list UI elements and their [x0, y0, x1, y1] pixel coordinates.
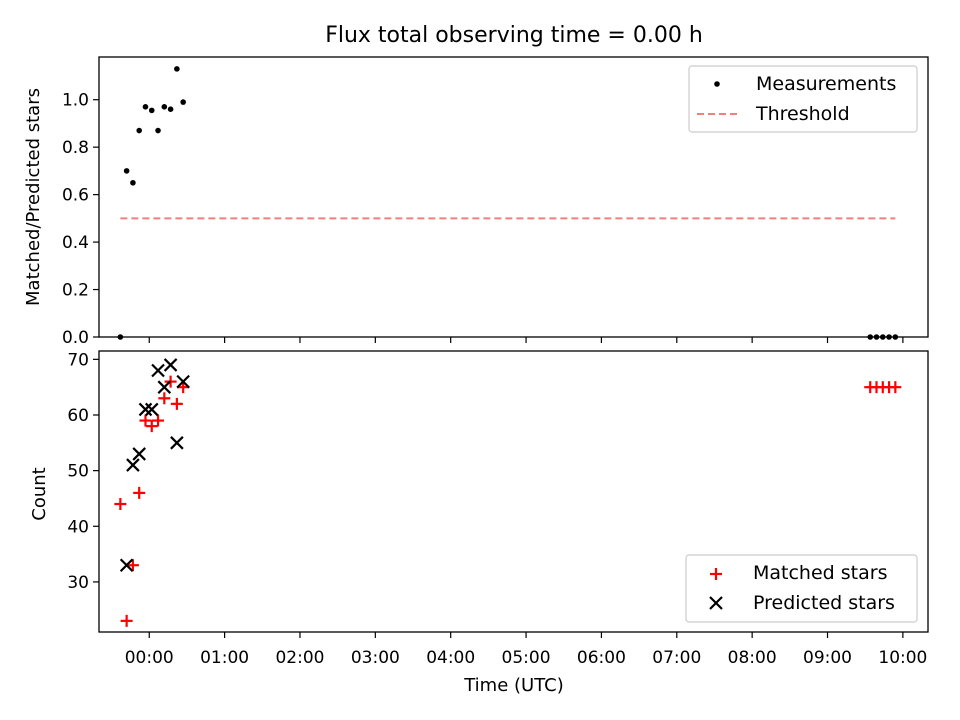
- x-axis-label: Time (UTC): [463, 675, 564, 696]
- x-tick-label: 03:00: [351, 648, 400, 668]
- count-y-tick-label: 50: [67, 462, 89, 482]
- count-y-axis-label: Count: [29, 467, 50, 520]
- measurement-point: [161, 104, 168, 110]
- legend-matched-marker: [710, 568, 722, 580]
- matched-stars-point: [152, 414, 165, 427]
- ratio-y-tick-label: 0.4: [62, 233, 89, 253]
- ratio-legend: Measurements Threshold: [688, 65, 918, 133]
- x-tick-label: 08:00: [728, 648, 777, 668]
- ratio-legend-box: [688, 65, 918, 133]
- x-tick-label: 04:00: [426, 648, 475, 668]
- matched-stars-point: [133, 486, 146, 499]
- legend-predicted-marker: [709, 596, 723, 610]
- matched-stars-point: [139, 414, 152, 427]
- matched-stars-point: [120, 614, 133, 627]
- measurement-point: [174, 66, 180, 72]
- measurement-point: [180, 99, 186, 105]
- ratio-y-tick-label: 0.2: [62, 281, 89, 301]
- predicted-stars-point: [170, 436, 184, 450]
- measurement-point: [155, 127, 161, 134]
- count-legend: Matched stars Predicted stars: [685, 554, 918, 623]
- legend-measurements-label: Measurements: [756, 73, 896, 95]
- ratio-y-tick-label: 0.8: [62, 138, 89, 158]
- x-tick-label: 01:00: [200, 648, 249, 668]
- count-legend-box: [685, 554, 918, 623]
- ratio-y-tick-label: 0.6: [62, 186, 89, 206]
- matched-stars-point: [158, 392, 171, 405]
- matched-stars-point: [889, 381, 902, 394]
- measurement-point: [167, 106, 174, 113]
- legend-predicted-label: Predicted stars: [753, 592, 895, 614]
- ratio-y-axis-label: Matched/Predicted stars: [23, 88, 44, 306]
- count-axes-frame: [98, 350, 929, 633]
- x-tick-label: 10:00: [878, 648, 927, 668]
- predicted-stars-point: [163, 358, 178, 372]
- legend-matched-label: Matched stars: [753, 562, 887, 584]
- x-tick-label: 05:00: [502, 648, 551, 668]
- count-y-tick-label: 40: [67, 517, 89, 537]
- measurement-point: [123, 168, 130, 174]
- measurement-point: [148, 107, 155, 114]
- ratio-y-tick-label: 0.0: [62, 328, 89, 348]
- measurement-point: [142, 104, 149, 110]
- predicted-stars-point: [176, 374, 190, 389]
- matched-stars-point: [126, 559, 139, 572]
- count-axes: 30 40 50 60 70 00:00 01:00 02:00 03:00 04:00 05:00…: [29, 350, 929, 696]
- count-y-tick-label: 30: [67, 573, 89, 593]
- ratio-axis-ticks: 0.0 0.2 0.4 0.6 0.8 1.0: [62, 91, 904, 348]
- x-tick-label: 02:00: [275, 648, 324, 668]
- count-y-tick-label: 70: [67, 350, 89, 370]
- matched-stars-point: [170, 397, 183, 410]
- x-tick-label: 09:00: [803, 648, 852, 668]
- matched-stars-point: [114, 498, 127, 511]
- x-tick-label: 00:00: [125, 648, 174, 668]
- predicted-stars-point: [119, 558, 134, 573]
- figure-title: Flux total observing time = 0.00 h: [325, 23, 703, 48]
- predicted-stars-point: [138, 402, 153, 417]
- matched-stars-point: [145, 420, 158, 433]
- predicted-stars-point: [157, 380, 172, 394]
- legend-measurements-marker: [714, 81, 720, 87]
- measurement-point: [130, 179, 136, 186]
- count-plot-area: [114, 358, 902, 627]
- predicted-stars-point: [126, 458, 140, 472]
- count-axis-ticks: 30 40 50 60 70 00:00 01:00 02:00 03:00 04:00 05:00…: [67, 350, 927, 668]
- ratio-axes: 0.0 0.2 0.4 0.6 0.8 1.0 Matched/Predicted sta…: [23, 56, 929, 348]
- x-tick-label: 07:00: [652, 648, 701, 668]
- x-tick-label: 06:00: [577, 648, 626, 668]
- predicted-stars-point: [151, 363, 165, 378]
- ratio-axes-frame: [98, 56, 929, 338]
- predicted-stars-point: [144, 402, 159, 417]
- measurement-point: [136, 127, 142, 134]
- legend-threshold-label: Threshold: [755, 103, 850, 125]
- count-y-tick-label: 60: [67, 406, 89, 426]
- matched-stars-point: [177, 381, 190, 394]
- predicted-stars-point: [132, 447, 146, 461]
- ratio-y-tick-label: 1.0: [62, 91, 89, 111]
